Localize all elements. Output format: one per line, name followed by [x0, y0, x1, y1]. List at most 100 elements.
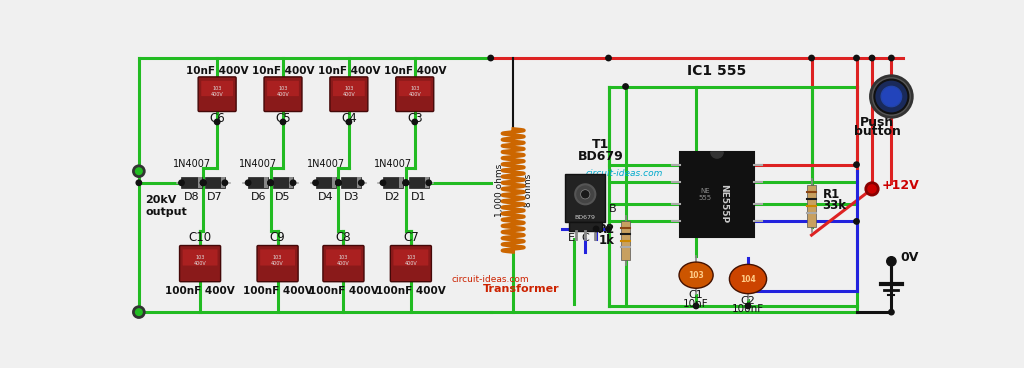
Text: IC1 555: IC1 555 [687, 64, 746, 78]
Text: 1,000 ohms: 1,000 ohms [495, 164, 504, 217]
Circle shape [412, 119, 418, 125]
FancyBboxPatch shape [330, 77, 368, 112]
Ellipse shape [729, 264, 767, 294]
Text: 103: 103 [688, 270, 703, 280]
Text: C8: C8 [336, 231, 351, 244]
FancyBboxPatch shape [257, 245, 298, 282]
FancyBboxPatch shape [182, 250, 217, 266]
Bar [565, 174, 605, 222]
Text: 100nF 400V: 100nF 400V [243, 286, 312, 296]
Text: Push: Push [860, 116, 895, 129]
Text: C1: C1 [689, 290, 703, 300]
Text: T1: T1 [592, 138, 609, 151]
Text: B: B [609, 204, 617, 214]
Circle shape [606, 55, 611, 61]
Circle shape [623, 84, 629, 89]
Text: 0V: 0V [901, 251, 920, 264]
Text: D8: D8 [183, 192, 200, 202]
Circle shape [889, 309, 894, 315]
Text: 103
400V: 103 400V [409, 86, 421, 96]
Text: 100nF 400V: 100nF 400V [376, 286, 445, 296]
Text: 103
400V: 103 400V [276, 86, 290, 96]
Text: BD679: BD679 [578, 150, 624, 163]
Text: 1N4007: 1N4007 [306, 159, 345, 169]
Circle shape [693, 303, 698, 309]
Bar [341, 177, 361, 188]
Circle shape [403, 180, 409, 185]
Bar [357, 177, 361, 188]
Circle shape [336, 180, 341, 185]
Bar [425, 177, 429, 188]
Text: C10: C10 [188, 231, 212, 244]
Text: D2: D2 [385, 192, 400, 202]
Text: 20kV
output: 20kV output [145, 195, 186, 217]
Circle shape [889, 55, 894, 61]
Circle shape [870, 76, 912, 117]
Text: C6: C6 [209, 112, 225, 125]
Text: button: button [854, 125, 901, 138]
Circle shape [854, 55, 859, 61]
Circle shape [268, 180, 273, 185]
Text: circuit-ideas.com: circuit-ideas.com [586, 169, 663, 178]
Text: D1: D1 [411, 192, 426, 202]
Circle shape [606, 226, 611, 231]
FancyBboxPatch shape [390, 245, 431, 282]
Text: E: E [567, 233, 574, 243]
FancyBboxPatch shape [267, 81, 299, 96]
Circle shape [403, 180, 409, 185]
Circle shape [346, 119, 351, 125]
Bar [221, 177, 225, 188]
Text: C9: C9 [269, 231, 286, 244]
Text: +12V: +12V [882, 179, 920, 192]
Text: 10nF 400V: 10nF 400V [384, 66, 446, 76]
Text: 1N4007: 1N4007 [172, 159, 211, 169]
Text: 104: 104 [740, 275, 756, 283]
Circle shape [336, 180, 341, 185]
Bar [399, 177, 403, 188]
Text: R2: R2 [597, 223, 614, 236]
Circle shape [854, 219, 859, 224]
Text: C7: C7 [403, 231, 419, 244]
Text: D4: D4 [317, 192, 334, 202]
Text: circuit-ideas.com: circuit-ideas.com [452, 275, 528, 283]
Text: C: C [582, 233, 589, 243]
Text: 103
400V: 103 400V [404, 255, 417, 266]
FancyBboxPatch shape [202, 81, 233, 96]
Text: C3: C3 [407, 112, 423, 125]
Text: 1k: 1k [599, 234, 614, 247]
Text: 1N4007: 1N4007 [374, 159, 412, 169]
Text: 1N4007: 1N4007 [240, 159, 278, 169]
Circle shape [281, 119, 286, 125]
Circle shape [268, 180, 273, 185]
Circle shape [222, 180, 227, 185]
Text: 100nF 400V: 100nF 400V [308, 286, 378, 296]
FancyBboxPatch shape [264, 77, 302, 112]
Circle shape [745, 303, 751, 309]
Ellipse shape [679, 262, 713, 288]
Text: NE555P: NE555P [719, 184, 728, 223]
Circle shape [881, 86, 901, 107]
Text: D6: D6 [251, 192, 266, 202]
Bar [622, 221, 630, 260]
FancyBboxPatch shape [393, 250, 428, 266]
Text: 103
400V: 103 400V [194, 255, 207, 266]
Bar [315, 177, 336, 188]
Circle shape [179, 180, 184, 185]
Text: 10nF 400V: 10nF 400V [252, 66, 314, 76]
FancyBboxPatch shape [326, 250, 360, 266]
Circle shape [426, 180, 431, 185]
Wedge shape [711, 152, 723, 158]
Bar [273, 177, 293, 188]
Circle shape [575, 184, 595, 204]
Circle shape [854, 162, 859, 167]
Circle shape [869, 55, 874, 61]
Bar [205, 177, 225, 188]
Circle shape [133, 166, 144, 177]
Circle shape [201, 180, 206, 185]
FancyBboxPatch shape [333, 81, 365, 96]
Circle shape [866, 183, 879, 195]
Bar [332, 177, 336, 188]
Circle shape [887, 257, 896, 266]
Text: C5: C5 [275, 112, 291, 125]
Text: BD679: BD679 [574, 215, 596, 220]
